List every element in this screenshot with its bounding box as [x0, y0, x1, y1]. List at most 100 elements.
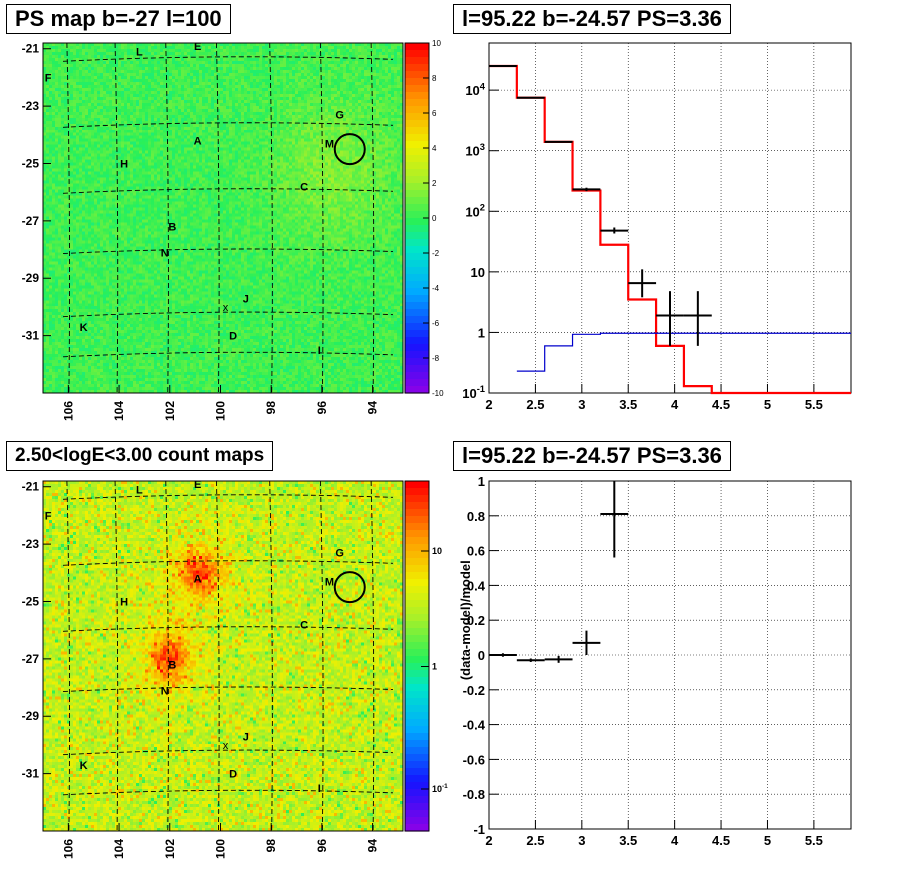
y-axis-ticks: 1 0.8 0.6 0.4 0.2 0 -0.2 -0.4 -0.6 -0.8 -1 [463, 474, 499, 837]
colorbar-cell [405, 614, 429, 622]
colorbar-cell [405, 607, 429, 615]
colorbar-cell [405, 628, 429, 636]
x-tick-label: 106 [61, 839, 75, 859]
x-tick-label: 5.5 [805, 833, 823, 848]
x-tick-label: 104 [112, 401, 126, 421]
colorbar-cell [405, 204, 429, 212]
x-tick-label: 2 [485, 397, 492, 412]
colorbar-cell [405, 323, 429, 331]
baseline-step-line [516, 332, 851, 372]
colorbar-cell [405, 260, 429, 268]
count-map-panel: 106 104 102 100 98 96 94 -21 -23 -25 -27 -29 -31 L E F G… [22, 479, 449, 859]
colorbar-cell [405, 64, 429, 72]
colorbar-cell [405, 120, 429, 128]
map-frame [42, 480, 404, 832]
grid-parallel [62, 122, 394, 128]
colorbar-cell [405, 379, 429, 387]
x-tick-label: 3 [578, 397, 585, 412]
colorbar-cell [405, 141, 429, 149]
y-tick-label: 10-1 [462, 384, 485, 401]
colorbar-cell [405, 218, 429, 226]
source-label-A: A [194, 574, 202, 586]
colorbar-tick-label: -6 [432, 319, 440, 328]
x-tick-label: 96 [315, 401, 329, 415]
x-axis-ticks: 106 104 102 100 98 96 94 [61, 385, 380, 421]
colorbar-cell [405, 330, 429, 338]
colorbar-cell [405, 551, 429, 559]
colorbar-frame [404, 480, 430, 832]
colorbar-cell [405, 50, 429, 58]
grid-parallel [62, 188, 394, 194]
x-tick-label: 106 [61, 401, 75, 421]
ps-map-panel: 106 104 102 100 98 96 94-21-23-25-27-29-31L EFG… [22, 39, 444, 421]
x-tick-label: 4.5 [712, 397, 730, 412]
source-label-I: I [318, 345, 321, 357]
y-tick-label: 0.2 [467, 613, 485, 628]
colorbar-cell [405, 274, 429, 282]
y-tick-label: -0.4 [463, 718, 486, 733]
colorbar-cell [405, 649, 429, 657]
colorbar-cell [405, 810, 429, 818]
y-tick-label: 0.4 [467, 578, 486, 593]
colorbar-tick-label: 8 [432, 74, 437, 83]
colorbar-cell [405, 509, 429, 517]
colorbar-cell [405, 148, 429, 156]
y-tick-label: 1 [478, 474, 485, 489]
colorbar-cell [405, 698, 429, 706]
source-label-H: H [120, 596, 128, 608]
y-tick-label: -31 [22, 767, 40, 781]
y-axis-label: (data-model)/model [458, 560, 473, 680]
colorbar-cell [405, 316, 429, 324]
colorbar-cell [405, 169, 429, 177]
source-label-J: J [243, 731, 249, 743]
colorbar-cell [405, 358, 429, 366]
y-tick-label: -27 [22, 214, 40, 228]
x-tick-label: 5 [764, 397, 771, 412]
colorbar-cell [405, 761, 429, 769]
colorbar-cell [405, 600, 429, 608]
x-tick-label: 94 [366, 401, 380, 415]
colorbar-cell [405, 183, 429, 191]
colorbar-cell [405, 488, 429, 496]
x-tick-label: 5 [764, 833, 771, 848]
colorbar-cell [405, 635, 429, 643]
colorbar-cell [405, 712, 429, 720]
coordinate-grid [62, 42, 394, 394]
colorbar-tick-label: -10 [432, 389, 444, 398]
colorbar-cell [405, 537, 429, 545]
colorbar-cell [405, 719, 429, 727]
grid-parallel [62, 789, 394, 796]
x-axis-ticks: 2 2.5 3 3.5 4 4.5 5 5.5 [485, 820, 823, 848]
colorbar-cell [405, 642, 429, 650]
y-tick-label: 102 [465, 202, 485, 219]
y-tick-label: -0.6 [463, 752, 485, 767]
x-tick-label: 2.5 [526, 833, 544, 848]
colorbar-cell [405, 726, 429, 734]
colorbar-cell [405, 824, 429, 832]
x-tick-label: 94 [366, 839, 380, 853]
grid-parallel [62, 626, 394, 632]
x-tick-label: 2.5 [526, 397, 544, 412]
x-tick-label: 5.5 [805, 397, 823, 412]
source-label-H: H [120, 158, 128, 170]
colorbar-cell [405, 386, 429, 394]
spectrum-panel: 2 2.5 3 3.5 4 4.5 5 5.5 10-1 1 10 102 103 104 [462, 42, 852, 412]
x-axis-ticks: 106 104 102 100 98 96 94 [61, 823, 380, 859]
colorbar-cell [405, 663, 429, 671]
colorbar-tick-label: 10 [432, 39, 441, 48]
y-tick-label: -23 [22, 99, 40, 113]
colorbar-cell [405, 113, 429, 121]
source-label-F: F [45, 72, 52, 84]
source-label-J: J [243, 293, 249, 305]
y-tick-label: -0.2 [463, 683, 485, 698]
target-circle [333, 133, 366, 166]
colorbar-cell [405, 190, 429, 198]
source-label-N: N [161, 247, 169, 259]
colorbar-cell [405, 768, 429, 776]
colorbar-cell [405, 162, 429, 170]
colorbar-cell [405, 558, 429, 566]
x-tick-label: 98 [264, 401, 278, 415]
colorbar-cell [405, 127, 429, 135]
source-label-G: G [335, 110, 344, 122]
residual-panel: 2 2.5 3 3.5 4 4.5 5 5.5 1 0.8 0.6 0.4 0.2 0 -0.2 -0.4 -0… [458, 474, 852, 848]
